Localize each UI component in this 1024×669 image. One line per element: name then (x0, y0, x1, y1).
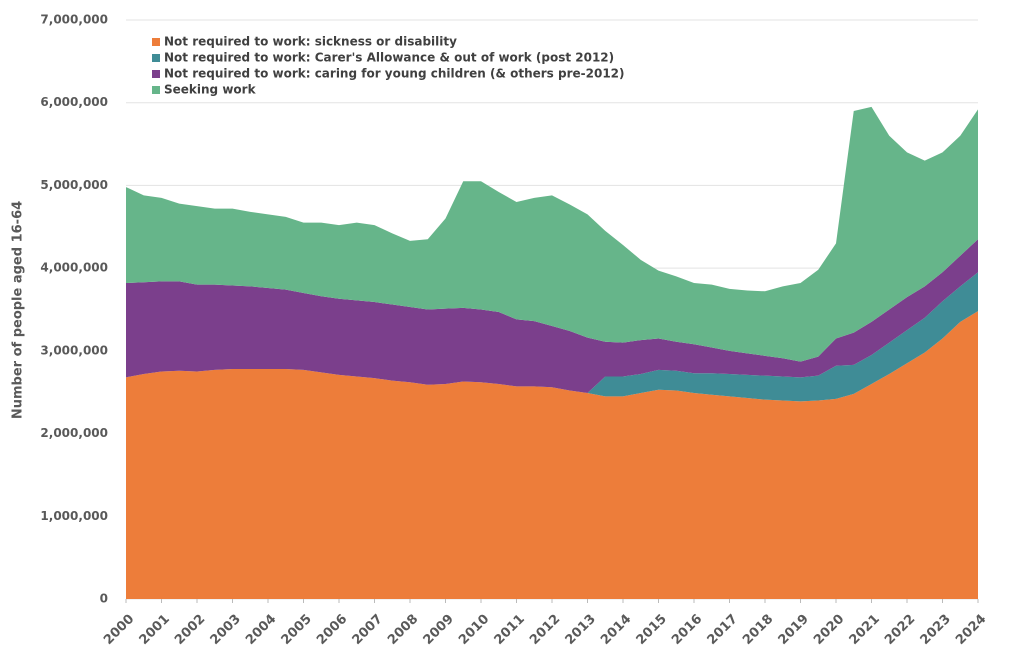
x-tick-label: 2011 (492, 612, 528, 648)
legend-label: Not required to work: caring for young c… (164, 67, 625, 81)
x-tick-label: 2024 (953, 612, 989, 648)
y-tick-label: 3,000,000 (40, 343, 108, 357)
x-tick-label: 2000 (101, 612, 137, 648)
legend-label: Seeking work (164, 83, 257, 97)
areas (126, 106, 978, 599)
x-tick-label: 2001 (137, 612, 173, 648)
x-tick-label: 2021 (847, 612, 883, 648)
legend-swatch (152, 38, 160, 46)
legend-swatch (152, 86, 160, 94)
y-tick-label: 4,000,000 (40, 261, 108, 275)
legend-label: Not required to work: sickness or disabi… (164, 35, 457, 49)
legend-label: Not required to work: Carer's Allowance … (164, 51, 614, 65)
x-tick-label: 2010 (456, 612, 492, 648)
x-tick-label: 2019 (776, 612, 812, 648)
area (126, 311, 978, 599)
x-tick-label: 2005 (279, 612, 315, 648)
x-tick-label: 2002 (172, 612, 208, 648)
x-tick-label: 2008 (385, 612, 421, 648)
x-tick-label: 2020 (811, 612, 847, 648)
x-tick-label: 2016 (669, 612, 705, 648)
legend-swatch (152, 70, 160, 78)
y-tick-label: 0 (100, 592, 108, 606)
x-tick-label: 2014 (598, 612, 634, 648)
x-tick-label: 2017 (705, 612, 741, 648)
y-axis-label: Number of people aged 16-64 (11, 201, 26, 419)
x-tick-label: 2007 (350, 612, 386, 648)
x-tick-label: 2012 (527, 612, 563, 648)
y-tick-label: 6,000,000 (40, 95, 108, 109)
x-tick-label: 2022 (882, 612, 918, 648)
legend-swatch (152, 54, 160, 62)
x-tick-label: 2003 (208, 612, 244, 648)
area (126, 239, 978, 394)
x-tick-label: 2006 (314, 612, 350, 648)
x-tick-label: 2004 (243, 612, 279, 648)
area (126, 106, 978, 362)
x-tick-label: 2015 (634, 612, 670, 648)
y-tick-label: 5,000,000 (40, 178, 108, 192)
y-tick-label: 1,000,000 (40, 509, 108, 523)
x-tick-label: 2013 (563, 612, 599, 648)
x-tick-label: 2023 (918, 612, 954, 648)
x-tick-label: 2009 (421, 612, 457, 648)
x-tick-label: 2018 (740, 612, 776, 648)
y-tick-label: 2,000,000 (40, 426, 108, 440)
y-tick-label: 7,000,000 (40, 13, 108, 27)
